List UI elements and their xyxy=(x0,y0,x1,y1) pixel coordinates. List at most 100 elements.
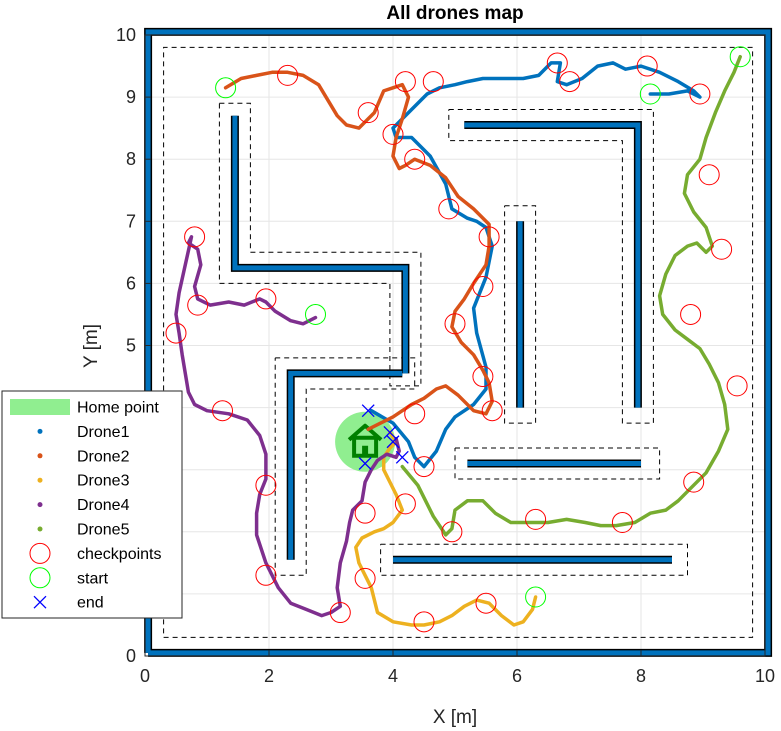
checkpoint-marker xyxy=(413,611,435,633)
checkpoint-marker xyxy=(444,313,466,335)
safety-zones xyxy=(163,46,754,638)
checkpoint-marker xyxy=(255,474,277,496)
x-tick-label: 4 xyxy=(388,666,398,686)
x-tick-label: 0 xyxy=(140,666,150,686)
home-icon-roof xyxy=(347,423,383,442)
legend-label: Drone2 xyxy=(77,448,130,465)
legend-label: start xyxy=(77,570,109,587)
x-tick-label: 2 xyxy=(264,666,274,686)
end-marker xyxy=(395,450,409,464)
wall xyxy=(288,370,403,560)
checkpoint-marker xyxy=(546,52,568,74)
legend-box xyxy=(1,390,183,619)
x-tick-label: 10 xyxy=(755,666,775,686)
checkpoint-marker xyxy=(354,567,376,589)
legend-swatch-drone4 xyxy=(37,502,43,508)
start-marker xyxy=(215,77,237,99)
checkpoint-marker xyxy=(711,238,733,260)
x-tick-label: 8 xyxy=(636,666,646,686)
legend-swatch-end xyxy=(33,595,47,609)
y-tick-label: 10 xyxy=(116,25,136,45)
start-marker xyxy=(639,83,661,105)
chart-title: All drones map xyxy=(386,3,523,24)
safety-zone xyxy=(274,357,416,576)
legend-swatch-drone3 xyxy=(37,477,43,483)
start-marker xyxy=(525,586,547,608)
checkpoint-marker xyxy=(354,502,376,524)
legend-swatch-home xyxy=(10,399,70,415)
checkpoint-marker xyxy=(478,226,500,248)
legend-label: Home point xyxy=(77,400,159,417)
checkpoint-marker xyxy=(404,403,426,425)
checkpoint-marker xyxy=(525,508,547,530)
y-tick-label: 5 xyxy=(126,336,136,356)
end-marker xyxy=(386,435,400,449)
checkpoint-marker xyxy=(413,456,435,478)
legend-label: Drone1 xyxy=(77,424,130,441)
wall xyxy=(145,29,771,656)
start-marker xyxy=(305,303,326,325)
safety-zone xyxy=(448,109,654,424)
y-tick-label: 0 xyxy=(126,646,136,666)
legend-swatch-start xyxy=(29,567,51,589)
safety-zone xyxy=(454,447,661,480)
legend-label: Drone3 xyxy=(77,473,130,490)
checkpoint-marker xyxy=(357,102,379,124)
path-drone4 xyxy=(174,235,401,618)
y-tick-label: 8 xyxy=(126,149,136,169)
checkpoint-marker xyxy=(165,322,187,344)
y-axis-label: Y [m] xyxy=(81,324,102,368)
safety-zone xyxy=(380,543,688,576)
path-drone2 xyxy=(223,70,494,432)
x-axis-label: X [m] xyxy=(433,707,477,728)
checkpoint-marker xyxy=(481,400,503,422)
drone-paths xyxy=(174,54,742,627)
safety-zone xyxy=(504,205,537,424)
safety-zone xyxy=(218,102,422,387)
legend-label: checkpoints xyxy=(77,546,162,563)
home-icon-door xyxy=(362,445,369,456)
path-drone5 xyxy=(400,54,742,537)
end-marker xyxy=(358,457,372,470)
checkpoint-marker xyxy=(680,303,702,325)
checkpoint-marker xyxy=(255,564,277,586)
checkpoint-marker xyxy=(559,71,581,93)
checkpoint-marker xyxy=(611,511,633,533)
checkpoint-marker xyxy=(472,366,494,388)
y-tick-label: 6 xyxy=(126,273,136,293)
checkpoint-marker xyxy=(212,400,233,422)
checkpoint-marker xyxy=(475,592,497,614)
safety-zone xyxy=(163,46,754,638)
markers xyxy=(165,46,751,633)
checkpoint-marker xyxy=(382,123,404,145)
path-drone3 xyxy=(354,430,538,627)
legend-swatch-drone5 xyxy=(37,526,43,532)
checkpoint-marker xyxy=(255,288,277,310)
wall xyxy=(232,115,408,374)
checkpoint-marker xyxy=(329,602,351,624)
checkpoint-marker xyxy=(683,471,705,493)
checkpoint-marker xyxy=(726,375,748,397)
legend-swatch-checkpoints xyxy=(29,542,51,564)
checkpoint-marker xyxy=(394,493,416,515)
checkpoint-marker xyxy=(441,521,463,543)
y-tick-label: 9 xyxy=(126,87,136,107)
legend-swatch-drone2 xyxy=(37,453,43,459)
legend-label: Drone5 xyxy=(77,522,130,539)
checkpoint-marker xyxy=(438,198,460,220)
checkpoint-marker xyxy=(184,226,206,248)
legend-label: end xyxy=(77,595,104,612)
checkpoint-marker xyxy=(422,71,444,93)
legend-swatch-drone1 xyxy=(37,428,43,434)
x-tick-label: 6 xyxy=(512,666,522,686)
legend-label: Drone4 xyxy=(77,497,130,514)
checkpoint-marker xyxy=(404,148,426,170)
checkpoint-marker xyxy=(472,276,494,298)
checkpoint-marker xyxy=(698,164,720,186)
y-tick-label: 7 xyxy=(126,211,136,231)
legend: Home point Drone1 Drone2 Drone3 Drone4 Drone5… xyxy=(1,390,183,619)
path-drone1 xyxy=(369,61,702,469)
start-marker xyxy=(729,46,751,68)
checkpoint-marker xyxy=(636,55,658,77)
